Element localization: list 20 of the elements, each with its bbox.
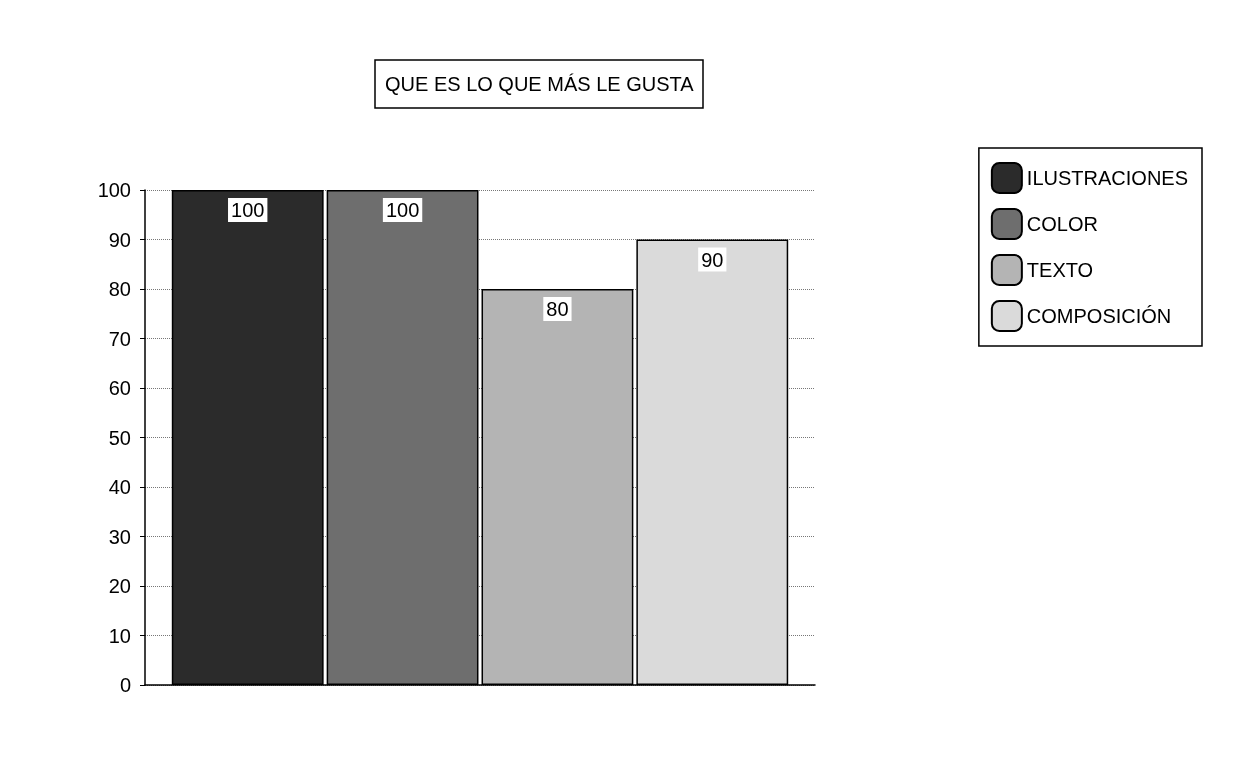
- y-tick-label: 70: [108, 327, 131, 350]
- data-label: 100: [385, 199, 420, 221]
- data-label: 100: [231, 199, 265, 221]
- y-tick-label: 30: [108, 525, 131, 548]
- y-tick-label: 90: [108, 228, 131, 251]
- y-tick-label: 10: [108, 624, 131, 647]
- legend-label: TEXTO: [1026, 259, 1094, 281]
- data-label: 80: [546, 298, 569, 320]
- y-tick-label: 0: [119, 674, 131, 696]
- y-tick-label: 20: [108, 575, 131, 597]
- y-tick-label: 60: [108, 377, 131, 399]
- chart-title: QUE ES LO QUE MÁS LE GUSTA: [385, 73, 695, 95]
- data-label: 90: [701, 248, 724, 271]
- legend-label: ILUSTRACIONES: [1026, 167, 1189, 189]
- y-tick-label: 40: [108, 476, 131, 498]
- legend-label: COMPOSICIÓN: [1026, 305, 1172, 327]
- legend-label: COLOR: [1026, 213, 1098, 235]
- y-tick-label: 100: [97, 179, 131, 201]
- y-tick-label: 80: [108, 278, 131, 300]
- y-tick-label: 50: [108, 426, 131, 449]
